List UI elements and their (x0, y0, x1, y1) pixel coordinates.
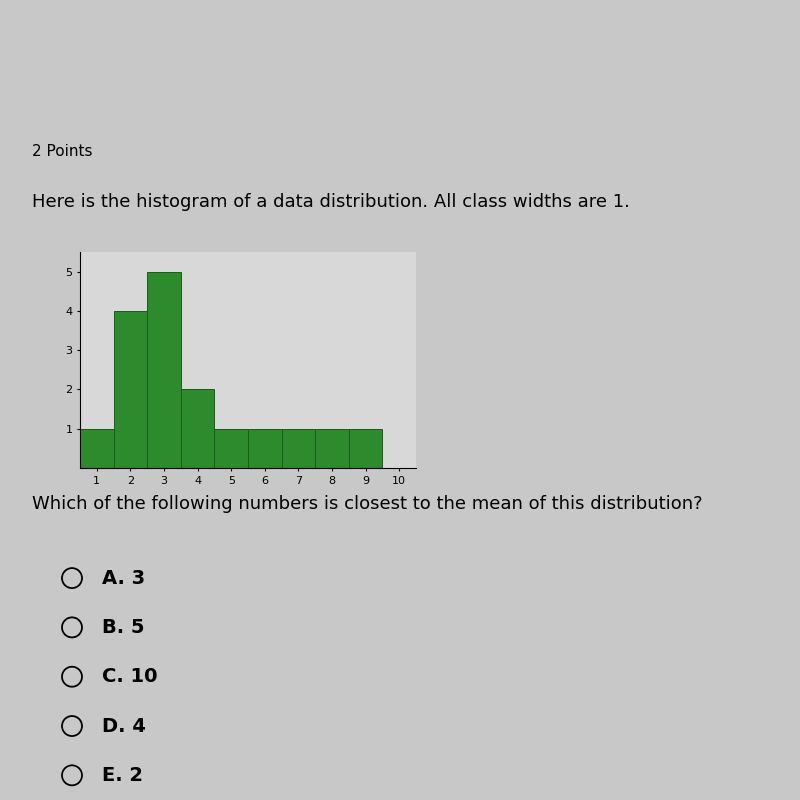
Text: Which of the following numbers is closest to the mean of this distribution?: Which of the following numbers is closes… (32, 495, 702, 513)
Text: B. 5: B. 5 (102, 618, 145, 637)
Bar (181, 390, 214, 468)
Text: 2 Points: 2 Points (32, 145, 93, 159)
Bar (349, 429, 382, 468)
Bar (214, 429, 248, 468)
Text: C. 10: C. 10 (102, 667, 158, 686)
Bar (315, 429, 349, 468)
Text: A. 3: A. 3 (102, 569, 145, 587)
Bar (248, 429, 282, 468)
Text: Here is the histogram of a data distribution. All class widths are 1.: Here is the histogram of a data distribu… (32, 193, 630, 211)
Bar (80, 429, 114, 468)
Text: D. 4: D. 4 (102, 717, 146, 735)
Bar (147, 272, 181, 468)
Bar (114, 311, 147, 468)
Bar (282, 429, 315, 468)
Text: E. 2: E. 2 (102, 766, 143, 785)
